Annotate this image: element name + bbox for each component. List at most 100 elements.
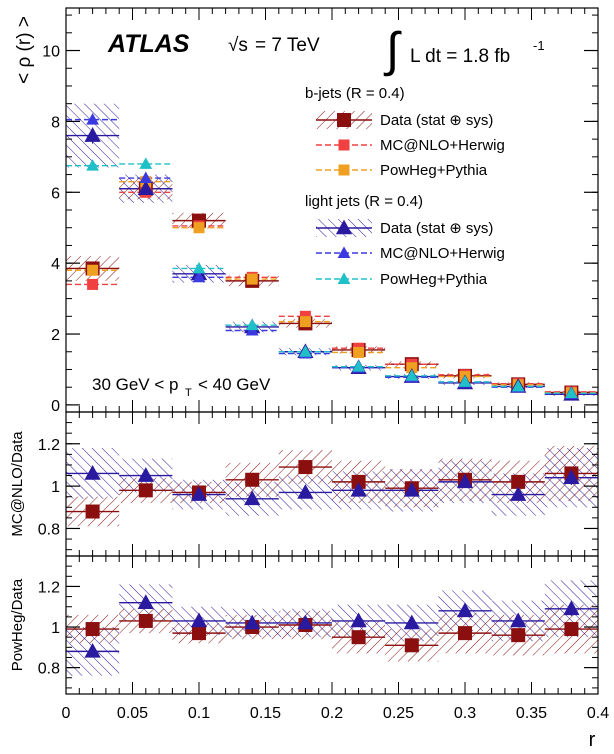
x-tick-label: 0 — [62, 705, 71, 722]
ratio2-light_data-point — [350, 612, 367, 628]
main-light_mcnlo-point — [139, 171, 153, 184]
legend-swatch-marker — [335, 219, 353, 235]
main-light_powheg-point — [139, 157, 153, 169]
main-light_powheg-point — [458, 375, 472, 387]
legend-entry-b-mc: MC@NLO+Herwig — [316, 137, 505, 154]
ratio1-light_data-point — [510, 486, 527, 501]
ratio2-bjet_data-point — [404, 638, 419, 653]
y-tick-label: 1 — [51, 479, 60, 496]
ratio1-light_data-point — [456, 473, 474, 489]
main-light_mcnlo-point — [86, 113, 99, 125]
main-y-axis-label: < ρ (r) > — [14, 16, 35, 84]
main-light_powheg-point — [565, 386, 578, 399]
main-light_powheg-point — [245, 318, 259, 331]
main-bjet_powheg-point — [246, 273, 258, 285]
kinematic-prefix: 30 GeV < p — [92, 375, 178, 394]
kinematic-subscript: T — [185, 387, 192, 399]
legend-swatch-marker — [337, 272, 351, 284]
legend: b-jets (R = 0.4) light jets (R = 0.4) Da… — [305, 85, 505, 288]
ratio1-light_data-point — [297, 484, 314, 499]
main-light_powheg-point — [86, 159, 99, 171]
y-tick-label: 2 — [51, 327, 60, 344]
y-tick-label: 1.2 — [38, 437, 60, 454]
x-tick-label: 0.3 — [454, 705, 476, 722]
axes: 0 2 4 6 8 10 < ρ (r) > 0.8 1 1.2 MC@NLO/Data 0.8 1 1.… — [9, 8, 609, 751]
y-tick-label: 0.8 — [38, 521, 60, 538]
main-light_powheg-point — [192, 261, 206, 274]
ratio2-bjet_data-point — [138, 613, 153, 628]
main-light_data-point — [137, 180, 154, 196]
legend-header-light-jets: light jets (R = 0.4) — [305, 193, 423, 210]
ratio1-bjet_data-point — [298, 460, 313, 475]
legend-entry-label: MC@NLO+Herwig — [380, 245, 505, 262]
x-axis-label: r — [589, 729, 596, 751]
ratio2-bjet_data-point — [192, 626, 206, 641]
main-light_powheg-point — [352, 360, 365, 372]
ratio2-bjet_data-point — [564, 622, 579, 637]
ratio2-light_data-point — [563, 600, 580, 616]
y-tick-label: 6 — [51, 185, 60, 202]
legend-entry-label: MC@NLO+Herwig — [380, 137, 505, 154]
x-tick-label: 0.35 — [516, 705, 547, 722]
legend-entry-label: PowHeg+Pythia — [380, 271, 488, 288]
ratio2-bjet_data-point — [511, 628, 526, 643]
ratio1-light_data-point — [350, 481, 367, 497]
y-tick-label: 0 — [51, 398, 60, 415]
y-tick-label: 1.2 — [38, 579, 60, 596]
main-bjet_powheg-point — [406, 362, 418, 374]
legend-entry-light-mc: MC@NLO+Herwig — [316, 245, 505, 262]
legend-entry-light-data: Data (stat ⊕ sys) — [316, 219, 493, 237]
legend-header-b-jets: b-jets (R = 0.4) — [305, 85, 405, 102]
legend-swatch-marker — [338, 139, 350, 151]
y-tick-label: 8 — [51, 114, 60, 131]
y-tick-label: 1 — [51, 620, 60, 637]
ratio2-y-axis-label: PowHeg/Data — [9, 578, 26, 671]
legend-swatch-marker — [337, 246, 351, 258]
lumi-integral: ∫ — [383, 24, 402, 77]
kinematic-suffix: < 40 GeV — [198, 375, 271, 394]
y-tick-label: 4 — [51, 256, 60, 273]
main-bjet_mcnlo-point — [87, 278, 99, 290]
energy-value: = 7 TeV — [255, 35, 320, 56]
legend-entry-b-mc: PowHeg+Pythia — [316, 162, 488, 179]
main-light_powheg-point — [299, 345, 312, 357]
lumi-exponent: -1 — [533, 38, 545, 53]
legend-entry-light-mc: PowHeg+Pythia — [316, 271, 488, 288]
legend-swatch-marker — [337, 113, 351, 127]
x-tick-label: 0.25 — [383, 705, 414, 722]
ratio2-light_data-point — [297, 614, 314, 630]
x-tick-label: 0.15 — [250, 705, 281, 722]
main-light_mcnlo-point — [192, 270, 206, 283]
energy-root: √s — [228, 35, 248, 56]
ratio1-light_data-point — [190, 486, 208, 501]
main-bjet_powheg-point — [87, 264, 99, 276]
ratio1-y-axis-label: MC@NLO/Data — [9, 431, 26, 537]
ratio2-bjet_data-point — [458, 626, 472, 641]
ratio2-light_data-point — [403, 614, 420, 630]
ratio2-light_data-point — [190, 612, 208, 628]
ratio1-bjet_data-point — [351, 474, 366, 489]
legend-entry-label: Data (stat ⊕ sys) — [380, 220, 493, 237]
ratio1-light_data-point — [84, 465, 101, 480]
y-tick-label: 10 — [42, 44, 60, 61]
ratio1-light_data-point — [137, 467, 154, 482]
legend-swatch-marker — [338, 164, 350, 176]
ratio2-bjet_data-point — [85, 622, 100, 637]
main-light_powheg-point — [511, 379, 525, 392]
ratio1-light_data-point — [563, 469, 580, 484]
ratio1-bjet_data-point — [245, 472, 260, 487]
main-light_powheg-point — [405, 369, 419, 381]
ratio2-light_data-point — [137, 594, 154, 609]
ratio2-light_data-point — [244, 614, 261, 630]
legend-entries: Data (stat ⊕ sys) MC@NLO+Herwig PowHeg+Pyt… — [316, 111, 505, 288]
ratio2-light_data-point — [510, 612, 527, 628]
main-bjet_powheg-point — [353, 346, 365, 358]
x-tick-label: 0.4 — [587, 705, 609, 722]
main-bjet_powheg-point — [193, 222, 205, 234]
ratio2-light_data-point — [84, 642, 101, 658]
legend-entry-b-data: Data (stat ⊕ sys) — [316, 111, 493, 129]
legend-entry-label: PowHeg+Pythia — [380, 162, 488, 179]
ratio1-bjet_data-point — [138, 483, 153, 498]
ratio1-bjet_data-point — [511, 474, 526, 489]
